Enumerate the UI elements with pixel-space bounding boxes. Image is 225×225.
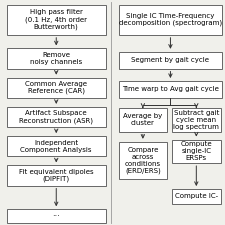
Text: Subtract gait
cycle mean
log spectrum: Subtract gait cycle mean log spectrum [173, 110, 219, 130]
Text: Compute
single-IC
ERSPs: Compute single-IC ERSPs [180, 141, 212, 161]
Text: Time warp to Avg gait cycle: Time warp to Avg gait cycle [122, 86, 219, 92]
Text: Artifact Subspace
Reconstruction (ASR): Artifact Subspace Reconstruction (ASR) [19, 110, 93, 124]
Text: Independent
Component Analysis: Independent Component Analysis [20, 140, 92, 153]
FancyBboxPatch shape [7, 136, 106, 156]
Text: Remove
noisy channels: Remove noisy channels [30, 52, 82, 65]
Text: Common Average
Reference (CAR): Common Average Reference (CAR) [25, 81, 87, 94]
Text: Segment by gait cycle: Segment by gait cycle [131, 57, 209, 63]
FancyBboxPatch shape [119, 142, 166, 179]
FancyBboxPatch shape [119, 52, 222, 69]
FancyBboxPatch shape [119, 4, 222, 35]
Text: Average by
cluster: Average by cluster [123, 113, 162, 126]
FancyBboxPatch shape [7, 209, 106, 223]
FancyBboxPatch shape [172, 140, 220, 163]
Text: ...: ... [52, 209, 60, 218]
FancyBboxPatch shape [119, 81, 222, 98]
FancyBboxPatch shape [172, 189, 220, 204]
Text: Single IC Time-Frequency
decomposition (spectrogram): Single IC Time-Frequency decomposition (… [119, 13, 222, 27]
FancyBboxPatch shape [119, 108, 166, 132]
Text: Compute IC-: Compute IC- [175, 193, 218, 199]
FancyBboxPatch shape [7, 78, 106, 98]
Text: High pass filter
(0.1 Hz, 4th order
Butterworth): High pass filter (0.1 Hz, 4th order Butt… [25, 9, 87, 30]
FancyBboxPatch shape [7, 107, 106, 127]
FancyBboxPatch shape [172, 108, 220, 132]
FancyBboxPatch shape [7, 48, 106, 69]
FancyBboxPatch shape [7, 4, 106, 35]
FancyBboxPatch shape [7, 165, 106, 186]
Text: Compare
across
conditions
(ERD/ERS): Compare across conditions (ERD/ERS) [125, 146, 161, 174]
Text: Fit equivalent dipoles
(DIPFIT): Fit equivalent dipoles (DIPFIT) [19, 169, 94, 182]
